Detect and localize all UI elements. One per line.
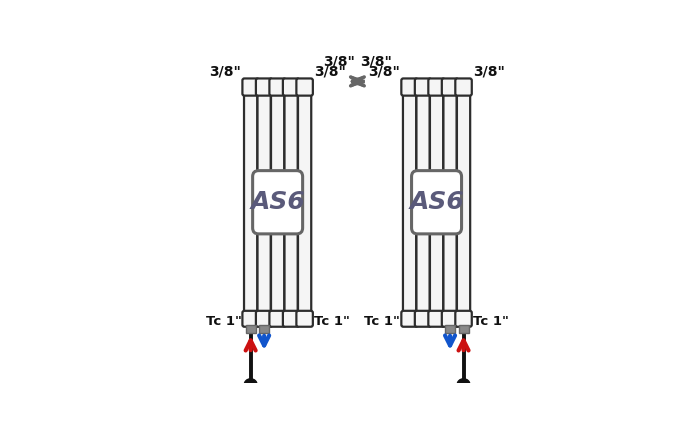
FancyBboxPatch shape xyxy=(256,78,272,95)
Circle shape xyxy=(244,379,258,392)
Text: AS6: AS6 xyxy=(251,190,305,214)
FancyBboxPatch shape xyxy=(455,311,472,327)
FancyBboxPatch shape xyxy=(442,311,458,327)
FancyBboxPatch shape xyxy=(415,311,431,327)
FancyBboxPatch shape xyxy=(242,311,259,327)
FancyBboxPatch shape xyxy=(283,78,300,95)
FancyBboxPatch shape xyxy=(442,78,458,95)
Text: AS6: AS6 xyxy=(410,190,464,214)
FancyBboxPatch shape xyxy=(443,92,456,313)
FancyBboxPatch shape xyxy=(457,92,470,313)
FancyBboxPatch shape xyxy=(283,311,300,327)
Text: 3/8": 3/8" xyxy=(323,55,355,68)
FancyBboxPatch shape xyxy=(401,78,418,95)
FancyBboxPatch shape xyxy=(258,92,271,313)
FancyBboxPatch shape xyxy=(259,325,269,333)
Text: 3/8": 3/8" xyxy=(473,64,505,78)
FancyBboxPatch shape xyxy=(298,92,312,313)
FancyBboxPatch shape xyxy=(428,311,444,327)
FancyBboxPatch shape xyxy=(270,311,286,327)
Text: 3/8": 3/8" xyxy=(360,55,391,68)
Text: Tc 1": Tc 1" xyxy=(365,315,400,328)
FancyBboxPatch shape xyxy=(296,311,313,327)
FancyBboxPatch shape xyxy=(445,325,455,333)
FancyBboxPatch shape xyxy=(256,311,272,327)
FancyBboxPatch shape xyxy=(270,78,286,95)
FancyBboxPatch shape xyxy=(458,325,468,333)
FancyBboxPatch shape xyxy=(416,92,430,313)
FancyBboxPatch shape xyxy=(401,311,418,327)
Text: 3/8": 3/8" xyxy=(368,64,400,78)
Circle shape xyxy=(457,379,470,392)
FancyBboxPatch shape xyxy=(242,78,259,95)
FancyBboxPatch shape xyxy=(284,92,298,313)
FancyBboxPatch shape xyxy=(415,78,431,95)
FancyBboxPatch shape xyxy=(412,171,461,234)
Text: Tc 1": Tc 1" xyxy=(314,315,350,328)
FancyBboxPatch shape xyxy=(403,92,416,313)
FancyBboxPatch shape xyxy=(246,325,256,333)
FancyBboxPatch shape xyxy=(428,78,444,95)
FancyBboxPatch shape xyxy=(455,78,472,95)
FancyBboxPatch shape xyxy=(296,78,313,95)
Text: 3/8": 3/8" xyxy=(209,64,241,78)
FancyBboxPatch shape xyxy=(430,92,443,313)
FancyBboxPatch shape xyxy=(253,171,302,234)
Text: Tc 1": Tc 1" xyxy=(206,315,241,328)
FancyBboxPatch shape xyxy=(271,92,284,313)
Text: Tc 1": Tc 1" xyxy=(473,315,509,328)
FancyBboxPatch shape xyxy=(244,92,258,313)
Text: 3/8": 3/8" xyxy=(314,64,346,78)
